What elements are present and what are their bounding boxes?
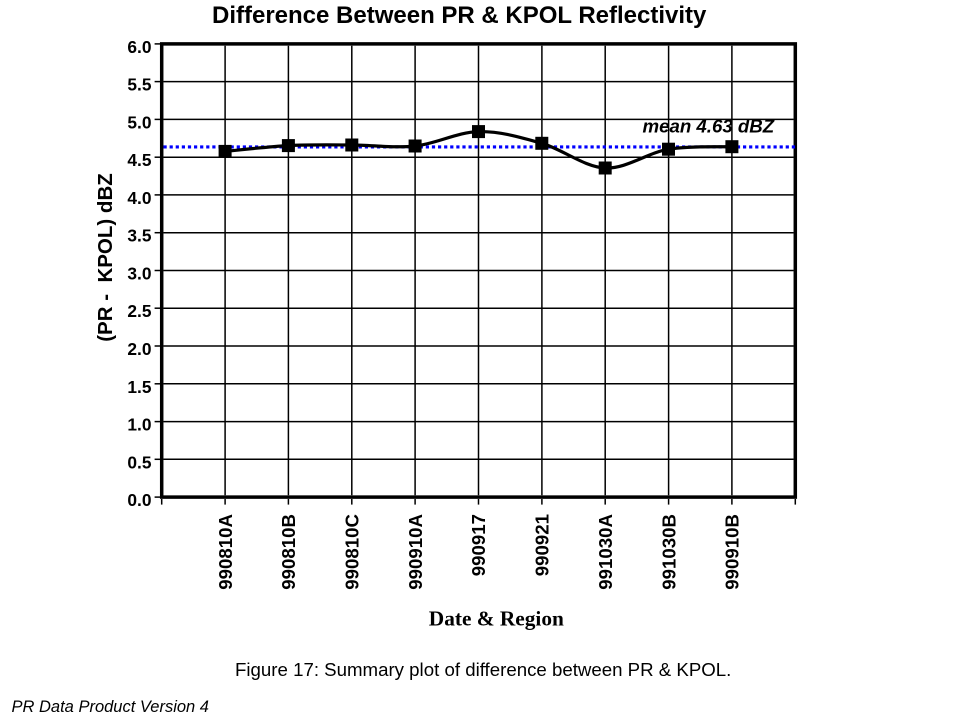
svg-text:1.5: 1.5: [127, 377, 151, 397]
svg-text:PR Data Product Version 4: PR Data Product Version 4: [12, 698, 209, 716]
svg-text:990910B: 990910B: [722, 514, 743, 590]
svg-text:990921: 990921: [532, 514, 553, 576]
svg-text:991030A: 991030A: [595, 514, 616, 590]
svg-text:(PR - KPOL) dBZ: (PR - KPOL) dBZ: [94, 173, 117, 342]
svg-text:mean 4.63 dBZ: mean 4.63 dBZ: [643, 116, 775, 137]
svg-text:Difference Between PR & KPOL R: Difference Between PR & KPOL Reflectivit…: [212, 2, 707, 29]
svg-text:2.5: 2.5: [127, 301, 151, 321]
svg-text:3.5: 3.5: [127, 226, 151, 246]
svg-text:990917: 990917: [468, 514, 489, 576]
svg-text:5.0: 5.0: [127, 112, 151, 132]
svg-text:3.0: 3.0: [127, 264, 151, 284]
svg-text:990810C: 990810C: [342, 514, 363, 590]
svg-text:990910A: 990910A: [405, 514, 426, 590]
svg-text:0.5: 0.5: [127, 452, 151, 472]
svg-text:Figure 17: Summary plot of dif: Figure 17: Summary plot of difference be…: [235, 659, 731, 680]
svg-text:990810B: 990810B: [278, 514, 299, 590]
svg-text:991030B: 991030B: [658, 514, 679, 590]
svg-text:990810A: 990810A: [215, 514, 236, 590]
svg-text:4.5: 4.5: [127, 150, 151, 170]
svg-text:5.5: 5.5: [127, 75, 151, 95]
svg-text:0.0: 0.0: [127, 490, 151, 510]
svg-text:2.0: 2.0: [127, 339, 151, 359]
svg-text:4.0: 4.0: [127, 188, 151, 208]
svg-text:1.0: 1.0: [127, 415, 151, 435]
svg-text:6.0: 6.0: [127, 37, 151, 57]
svg-text:Date & Region: Date & Region: [429, 607, 564, 631]
